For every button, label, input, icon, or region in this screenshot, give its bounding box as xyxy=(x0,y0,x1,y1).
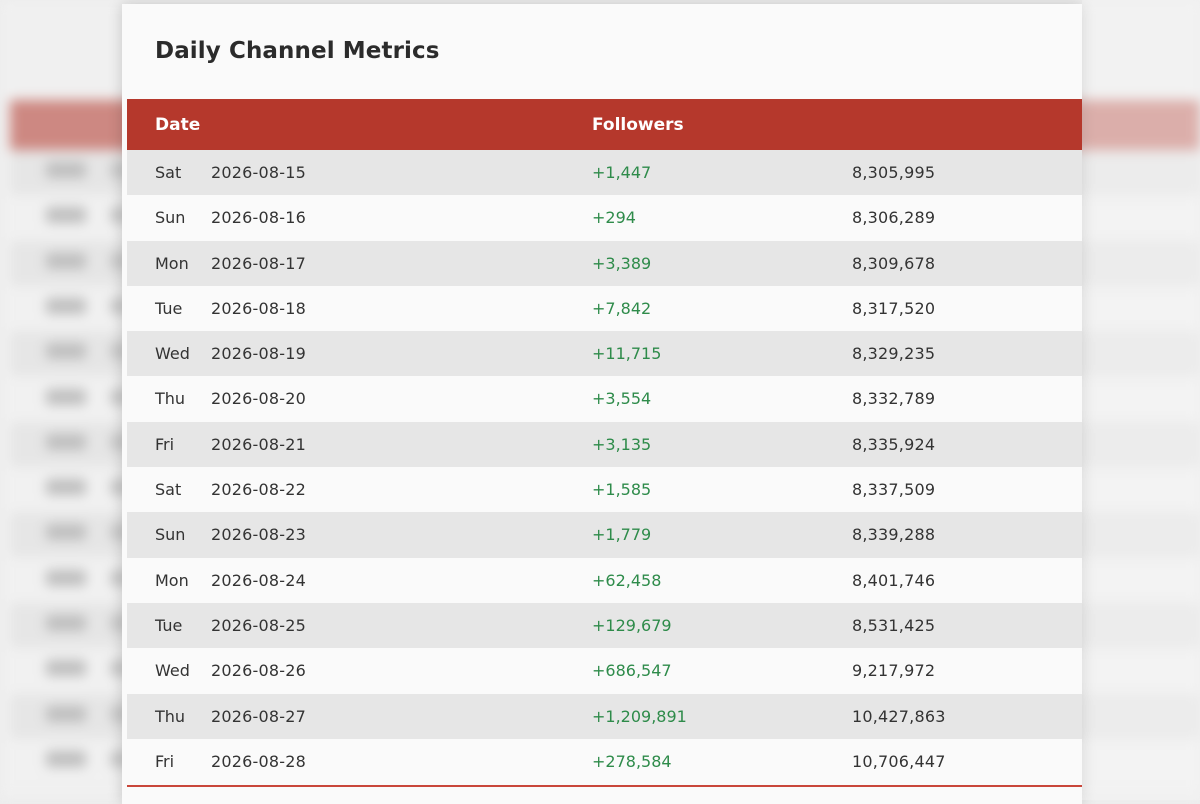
row-follower-total: 8,309,678 xyxy=(852,253,936,273)
row-date: 2026-08-22 xyxy=(211,480,306,500)
background-cell-blur xyxy=(46,297,86,314)
row-date: 2026-08-28 xyxy=(211,751,306,771)
table-row[interactable]: Thu 2026-08-20 +3,554 8,332,789 xyxy=(127,376,1082,422)
row-follower-total: 8,305,995 xyxy=(852,163,936,182)
row-date: 2026-08-27 xyxy=(211,706,306,726)
column-header-followers[interactable]: Followers xyxy=(592,115,684,135)
table-row[interactable]: Mon 2026-08-17 +3,389 8,309,678 xyxy=(127,240,1082,286)
row-follower-total: 9,217,972 xyxy=(852,661,936,681)
row-day: Tue xyxy=(155,298,183,318)
background-cell-blur xyxy=(46,433,86,450)
column-header-date[interactable]: Date xyxy=(155,115,201,135)
background-cell-blur xyxy=(46,705,86,722)
row-follower-gain: +1,779 xyxy=(592,525,652,545)
row-follower-gain: +62,458 xyxy=(592,570,662,590)
row-follower-gain: +1,209,891 xyxy=(592,706,687,726)
row-follower-total: 8,531,425 xyxy=(852,615,936,635)
row-follower-total: 8,337,509 xyxy=(852,480,936,500)
background-cell-blur xyxy=(46,388,86,405)
table-row[interactable]: Sat 2026-08-15 +1,447 8,305,995 xyxy=(127,150,1082,196)
table-row[interactable]: Mon 2026-08-24 +62,458 8,401,746 xyxy=(127,557,1082,603)
right-side-blur-edge xyxy=(1082,0,1200,800)
table-row[interactable]: Tue 2026-08-18 +7,842 8,317,520 xyxy=(127,285,1082,332)
row-follower-total: 8,339,288 xyxy=(852,525,936,545)
row-follower-total: 8,329,235 xyxy=(852,344,936,364)
table-row[interactable]: Sun 2026-08-16 +294 8,306,289 xyxy=(127,195,1082,241)
row-follower-gain: +1,447 xyxy=(592,163,652,182)
row-day: Thu xyxy=(155,389,186,409)
table-bottom-border xyxy=(127,785,1082,787)
row-day: Fri xyxy=(155,434,175,454)
table-body: Sat 2026-08-15 +1,447 8,305,995 Sun 2026-08-1… xyxy=(127,150,1082,785)
row-follower-gain: +278,584 xyxy=(592,751,672,771)
row-date: 2026-08-20 xyxy=(211,389,306,409)
table-header: Date Followers xyxy=(127,99,1082,150)
row-day: Sun xyxy=(155,525,186,545)
row-follower-gain: +129,679 xyxy=(592,615,672,635)
background-cell-blur xyxy=(46,343,86,360)
row-follower-total: 10,706,447 xyxy=(852,751,946,771)
row-date: 2026-08-25 xyxy=(211,615,306,635)
row-date: 2026-08-16 xyxy=(211,208,306,228)
table-row[interactable]: Wed 2026-08-26 +686,547 9,217,972 xyxy=(127,648,1082,694)
row-date: 2026-08-15 xyxy=(211,163,306,182)
row-date: 2026-08-21 xyxy=(211,434,306,454)
table-row[interactable]: Thu 2026-08-27 +1,209,891 10,427,863 xyxy=(127,693,1082,739)
row-day: Tue xyxy=(155,615,183,635)
background-cell-blur xyxy=(46,252,86,269)
row-day: Mon xyxy=(155,570,189,590)
row-day: Mon xyxy=(155,253,189,273)
row-date: 2026-08-24 xyxy=(211,570,306,590)
row-day: Thu xyxy=(155,706,186,726)
table-row[interactable]: Fri 2026-08-21 +3,135 8,335,924 xyxy=(127,421,1082,468)
background-title-blur xyxy=(40,34,50,69)
row-follower-total: 8,306,289 xyxy=(852,208,936,228)
row-follower-gain: +3,135 xyxy=(592,434,652,454)
row-follower-total: 8,335,924 xyxy=(852,434,936,454)
row-follower-gain: +1,585 xyxy=(592,480,652,500)
background-cell-blur xyxy=(46,162,86,178)
card-title: Daily Channel Metrics xyxy=(155,38,440,64)
row-day: Wed xyxy=(155,661,190,681)
row-date: 2026-08-23 xyxy=(211,525,306,545)
table-row[interactable]: Tue 2026-08-25 +129,679 8,531,425 xyxy=(127,602,1082,649)
background-cell-blur xyxy=(46,479,86,496)
row-follower-gain: +7,842 xyxy=(592,298,652,318)
row-follower-total: 8,401,746 xyxy=(852,570,936,590)
background-cell-blur xyxy=(46,207,86,224)
row-follower-gain: +686,547 xyxy=(592,661,672,681)
row-date: 2026-08-26 xyxy=(211,661,306,681)
table-row[interactable]: Wed 2026-08-19 +11,715 8,329,235 xyxy=(127,331,1082,377)
row-follower-gain: +3,554 xyxy=(592,389,652,409)
row-follower-gain: +3,389 xyxy=(592,253,652,273)
background-cell-blur xyxy=(46,750,86,767)
row-follower-gain: +294 xyxy=(592,208,636,228)
row-day: Wed xyxy=(155,344,190,364)
background-cell-blur xyxy=(46,615,86,631)
background-cell-blur xyxy=(46,524,86,541)
row-day: Sun xyxy=(155,208,186,228)
row-date: 2026-08-17 xyxy=(211,253,306,273)
row-follower-total: 10,427,863 xyxy=(852,706,946,726)
row-date: 2026-08-19 xyxy=(211,344,306,364)
background-cell-blur xyxy=(46,569,86,586)
background-cell-blur xyxy=(46,660,86,677)
table-row[interactable]: Fri 2026-08-28 +278,584 10,706,447 xyxy=(127,738,1082,785)
table-row[interactable]: Sun 2026-08-23 +1,779 8,339,288 xyxy=(127,512,1082,558)
row-day: Sat xyxy=(155,163,182,182)
row-day: Fri xyxy=(155,751,175,771)
row-date: 2026-08-18 xyxy=(211,298,306,318)
row-follower-total: 8,317,520 xyxy=(852,298,936,318)
table-row[interactable]: Sat 2026-08-22 +1,585 8,337,509 xyxy=(127,467,1082,513)
metrics-card: Daily Channel Metrics Date Followers Sat… xyxy=(122,4,1082,804)
row-follower-total: 8,332,789 xyxy=(852,389,936,409)
row-day: Sat xyxy=(155,480,182,500)
row-follower-gain: +11,715 xyxy=(592,344,662,364)
